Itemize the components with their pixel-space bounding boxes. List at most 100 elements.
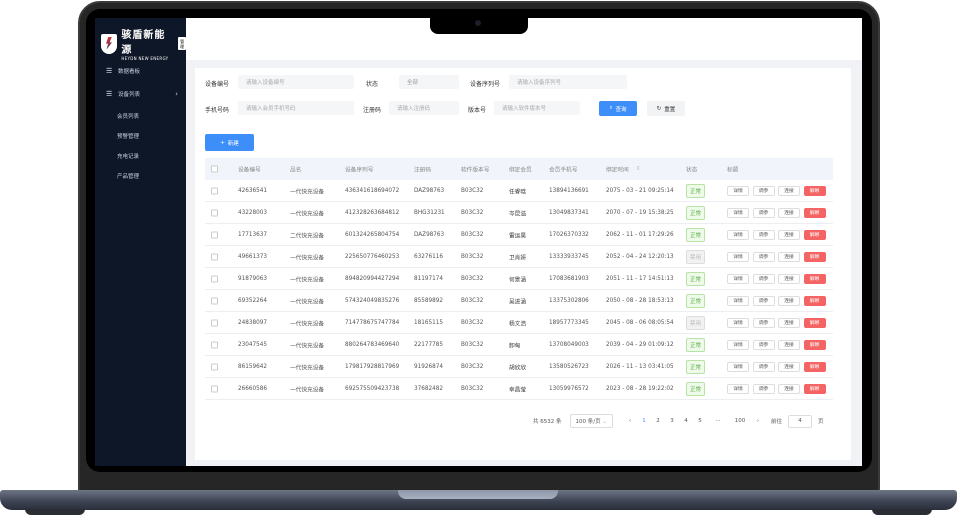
status-badge: 正常 xyxy=(686,205,706,220)
goto-page-input[interactable]: 4 xyxy=(787,414,812,428)
params-button[interactable]: 调参 xyxy=(752,295,775,306)
params-button[interactable]: 调参 xyxy=(752,339,775,350)
table-cell: 吴进涵 xyxy=(509,299,527,305)
detail-button[interactable]: 详情 xyxy=(727,361,749,372)
detail-button[interactable]: 详情 xyxy=(727,251,749,262)
table-cell: 2026 - 11 - 13 03:41:05 xyxy=(606,363,674,370)
select-all-checkbox[interactable] xyxy=(211,165,218,173)
connect-button[interactable]: 连接 xyxy=(778,229,800,240)
search-button[interactable]: ⌕ 查询 xyxy=(599,101,637,116)
laptop-base xyxy=(0,490,957,510)
row-checkbox[interactable] xyxy=(211,275,218,282)
table-cell: 91879063 xyxy=(238,275,267,282)
screen: 骇盾新能源 HEYDN NEW ENERGY 管理 ☰ 数据看板 ☰ 设备列表 › 会… xyxy=(95,18,862,466)
detail-button[interactable]: 详情 xyxy=(727,229,749,240)
status-select[interactable]: 全部 xyxy=(399,75,459,89)
params-button[interactable]: 调参 xyxy=(752,317,775,328)
sort-icon[interactable]: ⇕ xyxy=(636,166,641,172)
params-button[interactable]: 调参 xyxy=(752,361,775,372)
detail-button[interactable]: 详情 xyxy=(727,207,749,218)
detail-button[interactable]: 详情 xyxy=(727,185,749,196)
connect-button[interactable]: 连接 xyxy=(778,273,800,284)
table-cell: 岑昆溢 xyxy=(509,211,527,217)
detail-button[interactable]: 详情 xyxy=(727,273,749,284)
params-button[interactable]: 调参 xyxy=(752,251,775,262)
unbind-button[interactable]: 解绑 xyxy=(803,295,826,306)
sidebar-item-members[interactable]: 会员列表 xyxy=(95,109,186,123)
unbind-button[interactable]: 解绑 xyxy=(803,339,826,350)
row-checkbox[interactable] xyxy=(211,297,218,304)
table-cell: 692575509423738 xyxy=(345,385,400,392)
unbind-button[interactable]: 解绑 xyxy=(803,207,826,218)
table-row: 17713637 二代快充设备 601324265804754 DAZ98763 B03… xyxy=(205,224,833,246)
page-button[interactable]: 5 xyxy=(698,418,702,424)
page-button[interactable]: 1 xyxy=(642,418,646,424)
page-button[interactable]: 2 xyxy=(656,418,660,424)
params-button[interactable]: 调参 xyxy=(752,383,775,394)
status-badge: 正常 xyxy=(686,381,706,396)
table-cell: 86159642 xyxy=(238,363,267,370)
unbind-button[interactable]: 解绑 xyxy=(803,273,826,284)
row-checkbox[interactable] xyxy=(211,341,218,348)
row-checkbox[interactable] xyxy=(211,253,218,260)
connect-button[interactable]: 连接 xyxy=(778,317,800,328)
params-button[interactable]: 调参 xyxy=(752,207,775,218)
sidebar-item-devices[interactable]: ☰ 设备列表 › xyxy=(95,87,186,101)
column-header[interactable]: 绑定时间 xyxy=(606,167,629,174)
table-cell: 一代快充设备 xyxy=(290,255,325,261)
brand-name-en: HEYDN NEW ENERGY xyxy=(121,56,169,61)
row-checkbox[interactable] xyxy=(211,187,218,194)
page-button[interactable]: 3 xyxy=(670,418,674,424)
unbind-button[interactable]: 解绑 xyxy=(803,361,826,372)
detail-button[interactable]: 详情 xyxy=(727,339,749,350)
table-cell: 2051 - 11 - 17 14:51:13 xyxy=(606,275,674,282)
table-cell: 一代快充设备 xyxy=(290,189,325,195)
page-button[interactable]: ··· xyxy=(715,418,721,424)
table-cell: 179817928817969 xyxy=(345,363,400,370)
page-button[interactable]: 100 xyxy=(734,418,746,424)
row-checkbox[interactable] xyxy=(211,319,218,326)
serial-input[interactable]: 请输入设备序列号 xyxy=(509,75,627,89)
table-cell: 胡欣欣 xyxy=(509,365,527,371)
prev-page-button[interactable]: ‹ xyxy=(628,418,632,424)
reg-code-input[interactable]: 请输入注册码 xyxy=(389,101,459,115)
unbind-button[interactable]: 解绑 xyxy=(803,185,826,196)
status-badge: 正常 xyxy=(686,293,706,308)
next-page-button[interactable]: › xyxy=(756,418,760,424)
reset-button[interactable]: ↻ 重置 xyxy=(647,101,685,116)
unbind-button[interactable]: 解绑 xyxy=(803,229,826,240)
connect-button[interactable]: 连接 xyxy=(778,251,800,262)
detail-button[interactable]: 详情 xyxy=(727,317,749,328)
chevron-right-icon: › xyxy=(175,90,178,98)
detail-button[interactable]: 详情 xyxy=(727,295,749,306)
params-button[interactable]: 调参 xyxy=(752,185,775,196)
connect-button[interactable]: 连接 xyxy=(778,383,800,394)
connect-button[interactable]: 连接 xyxy=(778,207,800,218)
unbind-button[interactable]: 解绑 xyxy=(803,251,826,262)
table-cell: B03C32 xyxy=(461,275,484,282)
row-checkbox[interactable] xyxy=(211,231,218,238)
detail-button[interactable]: 详情 xyxy=(727,383,749,394)
connect-button[interactable]: 连接 xyxy=(778,185,800,196)
table-cell: 81197174 xyxy=(414,275,443,282)
sidebar-item-products[interactable]: 产品管理 xyxy=(95,169,186,183)
sidebar-item-charging[interactable]: 充电记录 xyxy=(95,149,186,163)
connect-button[interactable]: 连接 xyxy=(778,295,800,306)
sidebar-item-alerts[interactable]: 预警管理 xyxy=(95,129,186,143)
connect-button[interactable]: 连接 xyxy=(778,339,800,350)
page-size-select[interactable]: 100 条/页 ⌄ xyxy=(569,414,613,428)
version-input[interactable]: 请输入软件版本号 xyxy=(494,101,580,115)
sidebar-item-dashboard[interactable]: ☰ 数据看板 xyxy=(95,64,186,78)
page-button[interactable]: 4 xyxy=(684,418,688,424)
row-checkbox[interactable] xyxy=(211,363,218,370)
params-button[interactable]: 调参 xyxy=(752,273,775,284)
new-button[interactable]: + 新建 xyxy=(205,134,254,151)
unbind-button[interactable]: 解绑 xyxy=(803,383,826,394)
device-no-input[interactable]: 请输入设备编号 xyxy=(238,75,354,89)
phone-input[interactable]: 请输入会员手机号码 xyxy=(238,101,354,115)
row-checkbox[interactable] xyxy=(211,385,218,392)
unbind-button[interactable]: 解绑 xyxy=(803,317,826,328)
row-checkbox[interactable] xyxy=(211,209,218,216)
connect-button[interactable]: 连接 xyxy=(778,361,800,372)
params-button[interactable]: 调参 xyxy=(752,229,775,240)
